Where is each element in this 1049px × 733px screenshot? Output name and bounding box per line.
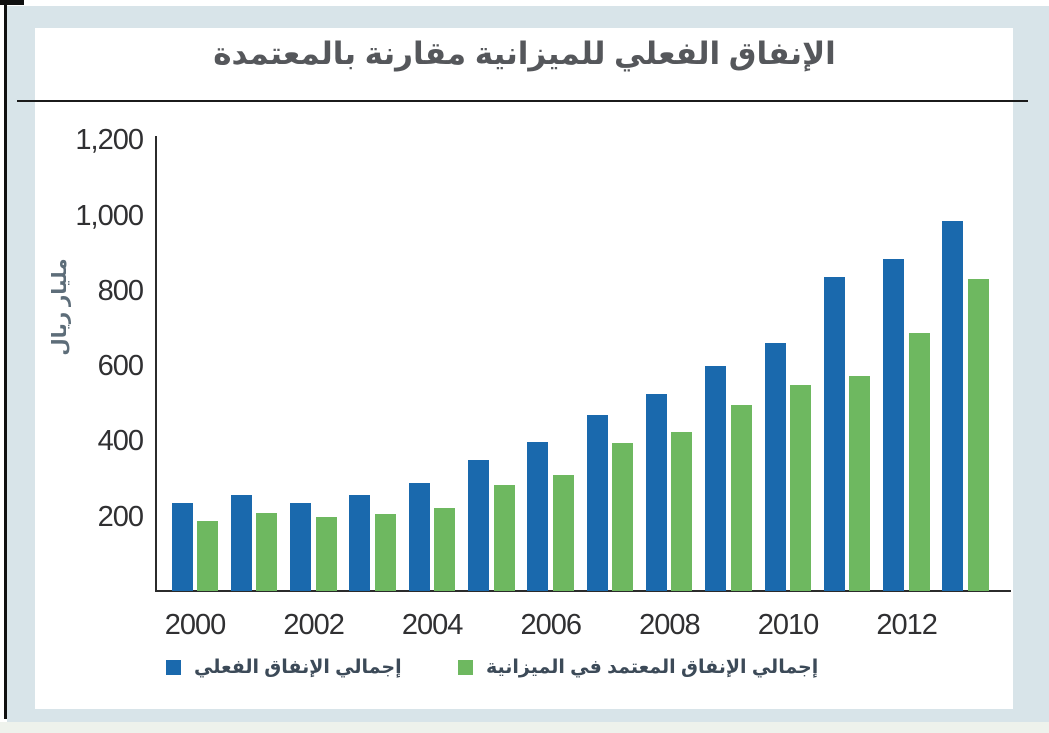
bar-approved-2007	[612, 443, 634, 591]
y-tick-1000: 1,000	[75, 199, 144, 232]
title-divider	[17, 100, 1028, 102]
x-tick-2000: 2000	[164, 609, 227, 641]
bar-approved-2004	[434, 508, 456, 591]
bar-actual-2008	[645, 394, 667, 591]
y-tick-400: 400	[97, 425, 144, 458]
bar-approved-2012	[908, 332, 930, 591]
x-tick-2002: 2002	[283, 609, 345, 641]
bar-actual-2003	[349, 494, 371, 591]
y-tick-200: 200	[97, 500, 144, 533]
bar-approved-2010	[790, 385, 811, 591]
x-tick-2008: 2008	[639, 609, 701, 641]
y-tick-800: 800	[97, 274, 144, 307]
x-tick-2004: 2004	[401, 609, 464, 641]
bar-approved-2009	[730, 405, 752, 591]
top-left-scan-mark	[0, 0, 24, 5]
bar-actual-2000	[171, 502, 193, 591]
bar-actual-2005	[468, 460, 489, 591]
bar-actual-2012	[883, 258, 905, 591]
bar-actual-2002	[290, 502, 312, 591]
bar-actual-2009	[705, 365, 727, 591]
x-tick-2006: 2006	[520, 609, 583, 641]
bar-approved-2006	[552, 474, 574, 591]
legend-swatch-actual	[166, 659, 181, 675]
y-tick-1200: 1,200	[75, 124, 144, 157]
bar-approved-2002	[315, 517, 337, 591]
bar-actual-2004	[408, 483, 430, 591]
plot-area	[155, 136, 1011, 592]
legend-item-approved: إجمالي الإنفاق المعتمد في الميزانية	[458, 654, 818, 680]
bottom-scan-strip	[0, 722, 1049, 733]
y-tick-600: 600	[97, 350, 144, 383]
bar-approved-2003	[374, 513, 396, 591]
x-tick-2012: 2012	[876, 609, 938, 641]
left-scan-edge	[4, 0, 7, 719]
bar-approved-2005	[493, 485, 515, 591]
x-axis-line	[155, 590, 1011, 592]
bar-actual-2001	[230, 495, 252, 591]
bar-actual-2010	[764, 342, 786, 591]
bar-approved-2001	[256, 513, 278, 591]
bar-approved-2000	[197, 521, 218, 591]
bar-actual-2007	[586, 415, 608, 591]
legend-label-actual: إجمالي الإنفاق الفعلي	[194, 656, 402, 678]
bar-actual-2013	[942, 220, 964, 591]
legend-swatch-approved	[458, 659, 473, 675]
legend-label-approved: إجمالي الإنفاق المعتمد في الميزانية	[486, 656, 819, 678]
bar-actual-2006	[527, 441, 549, 591]
legend-item-actual: إجمالي الإنفاق الفعلي	[166, 654, 402, 680]
bar-approved-2011	[849, 376, 871, 591]
bar-approved-2013	[967, 278, 989, 591]
x-tick-2010: 2010	[757, 609, 820, 641]
bar-actual-2011	[823, 277, 845, 591]
chart-panel	[35, 28, 1013, 709]
chart-title: الإنفاق الفعلي للميزانية مقارنة بالمعتمد…	[213, 36, 836, 71]
bar-approved-2008	[671, 432, 693, 591]
y-axis-line	[155, 136, 157, 592]
